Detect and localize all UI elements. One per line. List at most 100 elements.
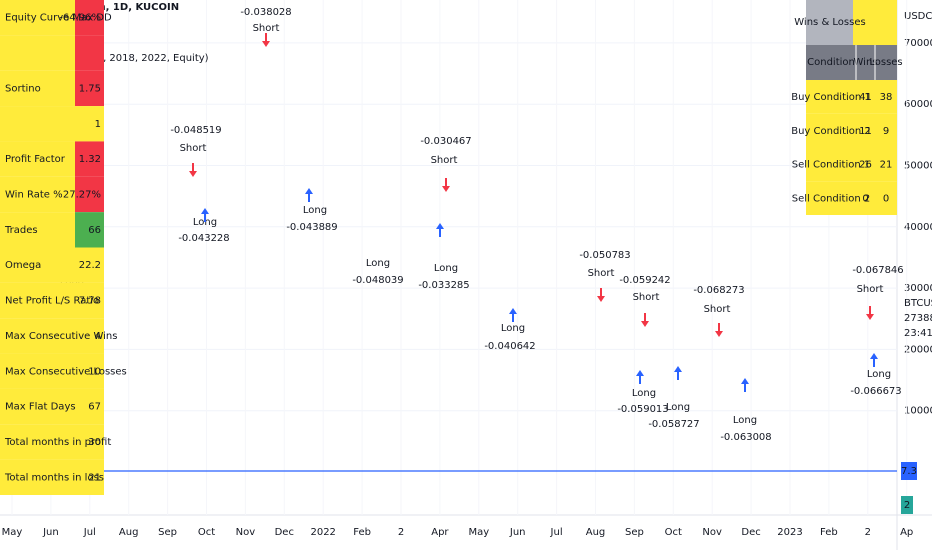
- trade-label: -0.030467: [420, 136, 471, 147]
- trade-label: -0.050783: [579, 250, 630, 261]
- stats-value: 1.75: [79, 83, 101, 94]
- trade-arrow-head: [870, 353, 878, 359]
- x-tick-label: 2022: [310, 527, 335, 538]
- x-tick-label: Ap: [900, 527, 913, 538]
- stats-value-cell: [75, 141, 104, 177]
- wins-cell: 26: [859, 160, 872, 171]
- trade-arrow-head: [597, 296, 605, 302]
- indicator-badge: [901, 496, 913, 514]
- trade-label: Long: [366, 258, 390, 269]
- stats-label-cell: [0, 353, 75, 389]
- trade-label: Short: [704, 304, 731, 315]
- wins-cell: 0: [862, 193, 868, 204]
- stats-label: Max Consecutive Wins: [5, 331, 117, 342]
- trade-label: -0.048039: [352, 275, 403, 286]
- stats-value-cell: [75, 247, 104, 283]
- wins-header: Condition: [807, 57, 855, 68]
- x-tick-label: Feb: [820, 527, 838, 538]
- stats-label-cell: [0, 388, 75, 425]
- wins-cell: Sell Condition 2: [792, 193, 871, 204]
- countdown: 23:41:51: [904, 328, 932, 339]
- stats-label-cell: [0, 282, 75, 319]
- wins-title-cell: [853, 0, 897, 45]
- stats-value: 1: [95, 119, 101, 130]
- wins-header-row: [806, 45, 897, 80]
- indicator-value: 7.3: [901, 466, 917, 477]
- stats-value-cell: [75, 388, 104, 425]
- wins-cell: 9: [883, 126, 889, 137]
- trade-arrow-head: [715, 331, 723, 337]
- trade-label: -0.043889: [286, 222, 337, 233]
- trade-label: Long: [666, 402, 690, 413]
- wins-cell: 38: [880, 92, 893, 103]
- wins-cell: 11: [859, 126, 872, 137]
- x-tick-label: Dec: [275, 527, 294, 538]
- stats-value: 21: [88, 472, 101, 483]
- stats-value-cell: [75, 0, 104, 36]
- trade-arrow-head: [509, 308, 517, 314]
- wins-row: [806, 80, 897, 114]
- stats-label-cell: [0, 0, 75, 36]
- stats-value-cell: [75, 35, 104, 71]
- strategy-label: Trades Strat (1, 1, 1, 2018, 2022, Equit…: [3, 53, 209, 64]
- trade-label: -0.038028: [240, 7, 291, 18]
- wins-cell: 21: [880, 160, 893, 171]
- wins-header: Wins: [854, 57, 878, 68]
- stats-value-cell: [75, 318, 104, 354]
- stats-label-cell: [0, 176, 75, 213]
- y-tick-label: 60000.0: [904, 99, 932, 110]
- trade-label: -0.043228: [178, 233, 229, 244]
- trade-label: -0.033285: [418, 280, 469, 291]
- stats-value-cell: [75, 106, 104, 142]
- stats-value-cell: [75, 282, 104, 319]
- indicator-value: 2: [904, 500, 910, 511]
- x-tick-label: Sep: [625, 527, 644, 538]
- wins-row: [806, 147, 897, 182]
- stats-label: Win Rate %: [5, 189, 63, 200]
- trade-label: Short: [180, 143, 207, 154]
- wins-cell: Sell Condition 1: [792, 160, 871, 171]
- trade-label: Long: [867, 369, 891, 380]
- x-tick-label: 2: [398, 527, 404, 538]
- trade-label: -0.068273: [693, 285, 744, 296]
- stats-value: 4: [95, 331, 101, 342]
- trade-arrow-head: [741, 378, 749, 384]
- wins-title-cell: [806, 0, 853, 45]
- trade-label: -0.063008: [720, 432, 771, 443]
- stats-label: Total months in profit: [4, 437, 111, 448]
- trade-label: -0.066673: [850, 386, 901, 397]
- stats-label: Profit Factor: [5, 154, 66, 165]
- y-tick-label: 70000.0: [904, 38, 932, 49]
- trade-label: Long: [303, 205, 327, 216]
- y-tick-label: 50000.0: [904, 161, 932, 172]
- x-tick-label: Jul: [550, 527, 563, 538]
- stats-value-cell: [75, 212, 104, 248]
- trade-arrow-head: [674, 366, 682, 372]
- stats-label-cell: [0, 35, 75, 71]
- stats-label: Total months in loss: [4, 472, 104, 483]
- trade-arrow-head: [442, 186, 450, 192]
- y-tick-label: 30000.0: [904, 283, 932, 294]
- x-tick-label: Jun: [509, 527, 526, 538]
- stats-value: 10: [88, 366, 101, 377]
- x-tick-label: May: [468, 527, 489, 538]
- wins-cell: Buy Condition 1: [791, 92, 871, 103]
- stats-label-cell: [0, 106, 75, 142]
- stats-label-cell: [0, 318, 75, 354]
- x-tick-label: Dec: [741, 527, 760, 538]
- trade-label: Long: [434, 263, 458, 274]
- stats-label-cell: [0, 212, 75, 248]
- trade-label: -0.048519: [170, 125, 221, 136]
- trade-arrow-head: [436, 223, 444, 229]
- trade-arrow-head: [189, 171, 197, 177]
- x-tick-label: May: [2, 527, 23, 538]
- stats-value: 7.78: [79, 296, 101, 307]
- trade-arrow-head: [305, 188, 313, 194]
- x-tick-label: 2: [865, 527, 871, 538]
- stats-value-cell: [75, 70, 104, 107]
- trade-arrow-head: [201, 208, 209, 214]
- x-tick-label: Jul: [83, 527, 96, 538]
- trade-label: Long: [501, 323, 525, 334]
- stats-label-cell: [0, 141, 75, 177]
